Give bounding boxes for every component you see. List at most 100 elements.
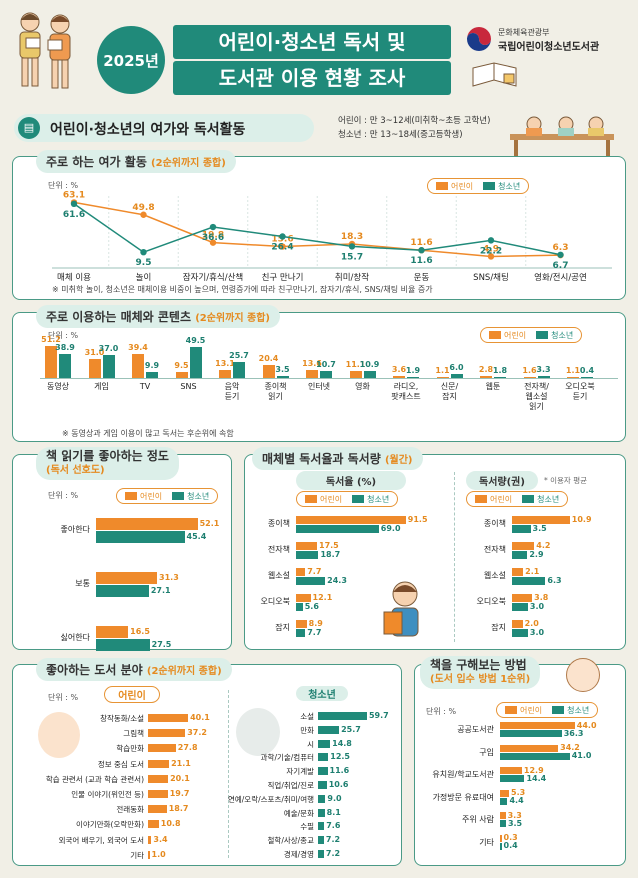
genre-child-value-label: 19.7 — [169, 789, 190, 798]
rate-bar — [296, 577, 326, 585]
leisure-point — [209, 239, 217, 246]
media-value-label: 9.5 — [174, 361, 189, 371]
acquire-value-label: 44.0 — [576, 720, 597, 730]
volume-value-label: 3.0 — [529, 628, 545, 637]
acquire-bar — [500, 767, 522, 774]
leisure-title: 주로 하는 여가 활동 (2순위까지 종합) — [36, 150, 236, 173]
leisure-point — [418, 247, 425, 254]
genre-unit: 단위 : % — [48, 693, 79, 702]
genre-teen-category-label: 연예/오락/스포츠/취미/여행 — [227, 794, 314, 804]
genre-child-category-label: 인물 이야기(위인전 등) — [71, 790, 144, 799]
genre-child-value-label: 21.1 — [171, 758, 191, 768]
leisure-series-line-1 — [73, 203, 561, 256]
media-value-label: 25.7 — [229, 351, 249, 361]
media-bar — [59, 353, 71, 378]
genre-teen-value-label: 8.1 — [326, 807, 341, 817]
media-value-label: 49.5 — [185, 336, 206, 346]
acquire-bar — [500, 744, 559, 752]
media-bar — [436, 376, 449, 378]
preference-legend: 어린이 청소년 — [116, 488, 219, 504]
media-category-label: 음악 듣기 — [224, 382, 240, 401]
genre-teen-value-label: 59.7 — [368, 711, 389, 720]
genre-child-category-label: 전래동화 — [116, 805, 144, 815]
genre-teen-category-label: 철학/사상/종교 — [267, 836, 314, 846]
acquire-value-label: 3.5 — [507, 818, 523, 828]
leisure-value-label: 18.3 — [341, 232, 363, 242]
leisure-value-label: 26.4 — [271, 242, 293, 252]
volume-category-label: 웹소설 — [483, 571, 506, 580]
leisure-point — [209, 223, 217, 231]
media-bar — [567, 376, 579, 378]
genre-teen-value-label: 7.6 — [326, 821, 341, 831]
leisure-category-label: SNS/채팅 — [473, 272, 509, 283]
media-category-label: 전자책/ 웹소설 읽기 — [524, 382, 549, 411]
media-bar — [45, 346, 57, 378]
boy-face-illustration — [236, 708, 280, 756]
media-bar — [262, 365, 275, 378]
genre-child-bar — [148, 805, 167, 814]
media-value-label: 1.1 — [435, 365, 450, 375]
rate-value-label: 69.0 — [380, 524, 401, 533]
acquire-category-label: 기타 — [479, 837, 494, 847]
genre-teen-value-label: 11.6 — [329, 766, 350, 776]
genre-child-category-label: 정보 중심 도서 — [97, 759, 144, 769]
media-value-label: 37.0 — [98, 344, 119, 354]
book-reader-icon: ▤ — [18, 117, 40, 139]
volume-bar — [512, 542, 535, 550]
media-category-label: SNS — [180, 382, 197, 391]
volume-bar — [512, 525, 531, 533]
media-value-label: 38.9 — [55, 342, 75, 352]
rate-volume-divider — [454, 472, 455, 642]
leisure-category-label: 취미/창작 — [335, 272, 369, 283]
preference-value-label: 27.1 — [150, 586, 171, 595]
media-bar — [407, 376, 419, 378]
media-bar — [276, 375, 289, 378]
preference-value-label: 16.5 — [130, 627, 150, 636]
preference-unit: 단위 : % — [48, 491, 79, 500]
acquire-category-label: 가정방문 유료대여 — [432, 792, 494, 802]
media-value-label: 3.3 — [536, 364, 551, 374]
leisure-unit: 단위 : % — [48, 181, 79, 190]
leisure-value-label: 63.1 — [63, 190, 85, 200]
genre-teen-category-label: 자기계발 — [286, 767, 314, 777]
acquire-unit: 단위 : % — [426, 707, 457, 716]
media-baseline — [40, 378, 618, 379]
acquire-category-label: 주위 사람 — [462, 815, 494, 824]
government-logo-icon — [467, 27, 491, 51]
girl-book-illustration — [566, 658, 600, 692]
media-category-label: 오디오북 듣기 — [565, 382, 595, 401]
leisure-line-chart: 63.149.819.815.618.311.64.96.361.69.536.… — [52, 190, 612, 283]
leisure-point — [140, 248, 147, 256]
volume-value-label: 3.5 — [532, 524, 547, 533]
genre-teen-bar — [318, 725, 340, 734]
acquire-value-label: 12.9 — [523, 765, 544, 775]
genre-child-bar — [148, 850, 150, 859]
rate-value-label: 8.9 — [308, 619, 323, 628]
leisure-category-label: 영화/전시/공연 — [534, 272, 587, 283]
media-bar — [146, 371, 158, 378]
media-bar — [320, 371, 332, 378]
genre-teen-category-label: 수필 — [300, 822, 314, 832]
media-bar — [363, 371, 376, 378]
rate-bar — [296, 629, 306, 637]
genre-teen-category-label: 예술/문화 — [283, 808, 314, 818]
acquire-value-label: 36.3 — [563, 728, 584, 738]
preference-card — [12, 454, 232, 650]
acquire-bar — [500, 820, 506, 827]
media-note: ※ 동영상과 게임 이용이 많고 독서는 후순위에 속함 — [62, 429, 234, 438]
media-bar — [450, 374, 463, 378]
media-value-label: 10.9 — [359, 360, 380, 370]
girl-face-illustration — [38, 712, 80, 758]
leisure-legend: 어린이 청소년 — [427, 178, 530, 194]
preference-bar — [96, 585, 149, 597]
genre-child-value-label: 1.0 — [151, 849, 166, 859]
rate-value-label: 7.7 — [307, 628, 322, 637]
leisure-value-label: 49.8 — [132, 203, 154, 213]
preference-category-label: 좋아한다 — [60, 525, 90, 534]
media-bar — [306, 369, 318, 378]
media-category-label: 라디오, 팟캐스트 — [391, 382, 421, 401]
genre-teen-value-label: 7.2 — [325, 835, 341, 845]
media-bar — [480, 376, 492, 378]
rate-bar — [296, 603, 303, 611]
genre-teen-category-label: 만화 — [300, 725, 314, 735]
